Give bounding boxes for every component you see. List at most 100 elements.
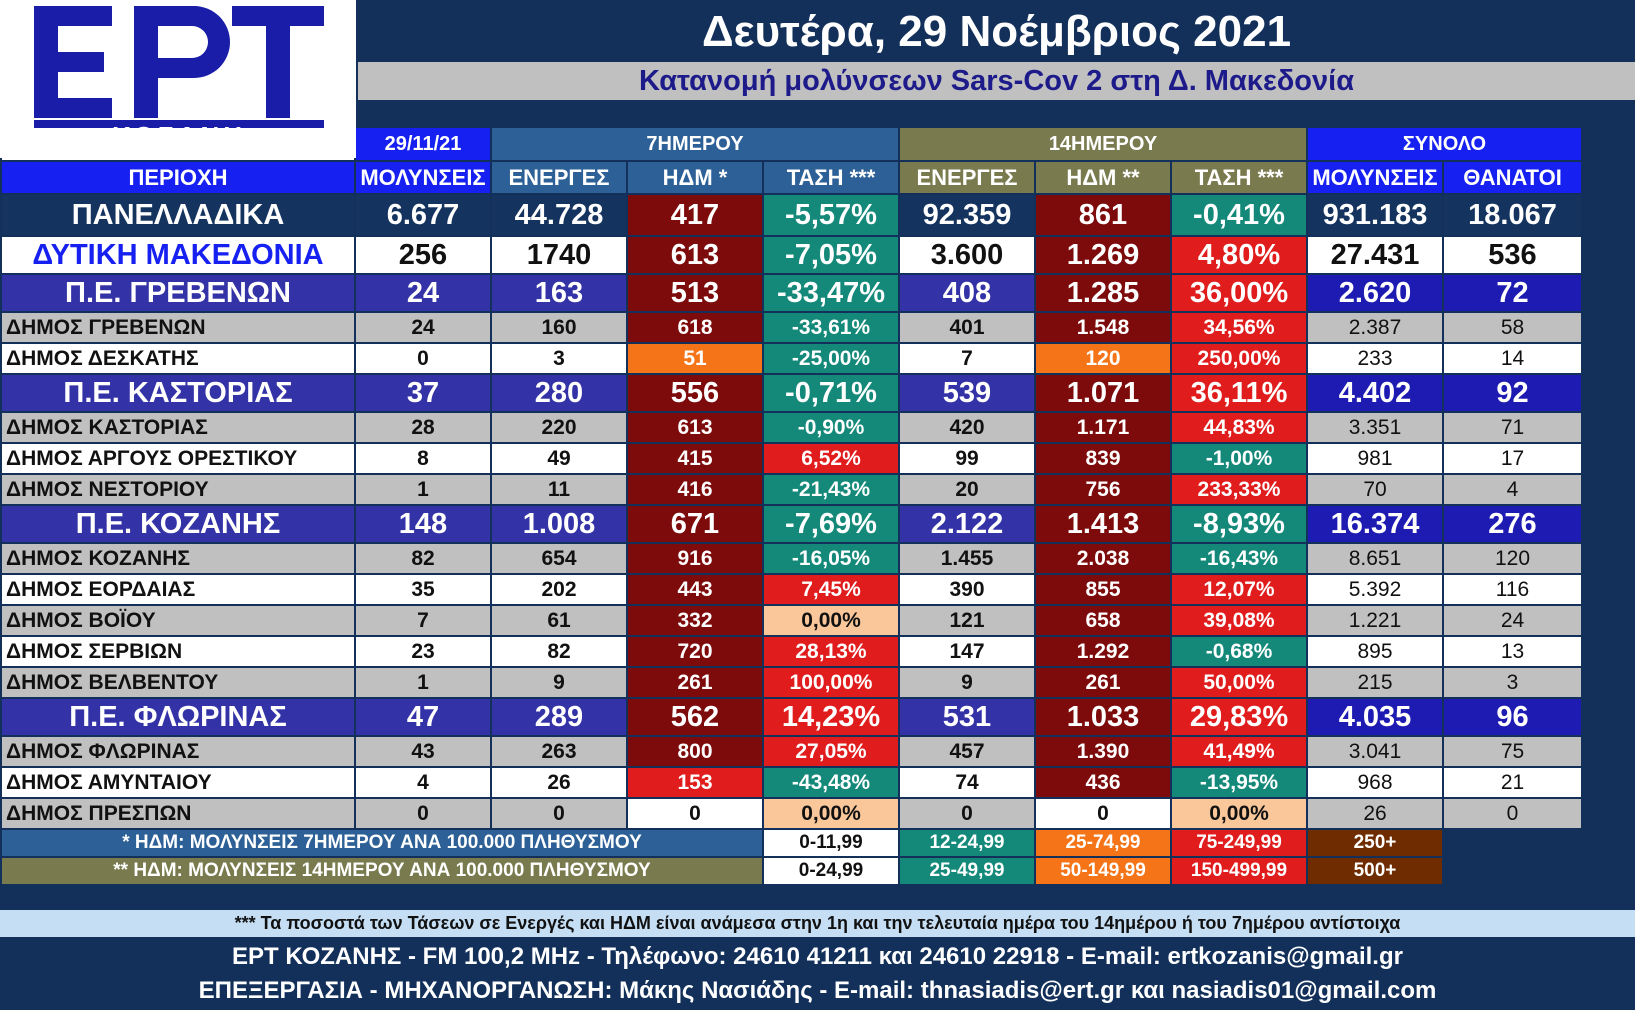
active7-cell: 289 [492,699,626,735]
infections-cell: 1 [356,475,490,504]
active14-cell: 457 [900,737,1034,766]
active14-cell: 74 [900,768,1034,797]
table-row: Π.Ε. ΚΑΣΤΟΡΙΑΣ 37 280 556 -0,71% 539 1.071 36,1… [2,375,1581,411]
active7-cell: 280 [492,375,626,411]
trend7-cell: 7,45% [764,575,898,604]
total-infections-cell: 2.387 [1308,313,1442,342]
area-cell: ΔΥΤΙΚΗ ΜΑΚΕΔΟΝΙΑ [2,237,354,273]
col-deaths: ΘΑΝΑΤΟΙ [1444,162,1581,193]
trend7-cell: 0,00% [764,799,898,828]
trend14-cell: -16,43% [1172,544,1306,573]
deaths-cell: 72 [1444,275,1581,311]
table-row: ΔΗΜΟΣ ΓΡΕΒΕΝΩΝ 24 160 618 -33,61% 401 1.548 34,… [2,313,1581,342]
trend14-cell: -0,41% [1172,195,1306,235]
infections-cell: 47 [356,699,490,735]
trend7-cell: -0,71% [764,375,898,411]
deaths-cell: 17 [1444,444,1581,473]
group-7day: 7ΗΜΕΡΟΥ [492,128,898,160]
area-cell: Π.Ε. ΓΡΕΒΕΝΩΝ [2,275,354,311]
active7-cell: 220 [492,413,626,442]
total-infections-cell: 233 [1308,344,1442,373]
infections-cell: 256 [356,237,490,273]
active7-cell: 1.008 [492,506,626,542]
trend14-cell: 36,00% [1172,275,1306,311]
trend14-cell: 44,83% [1172,413,1306,442]
infections-cell: 28 [356,413,490,442]
legend-label: ** ΗΔΜ: ΜΟΛΥΝΣΕΙΣ 14ΗΜΕΡΟΥ ΑΝΑ 100.000 Π… [2,858,762,884]
hdm7-cell: 513 [628,275,762,311]
infections-cell: 1 [356,668,490,697]
trend7-cell: -5,57% [764,195,898,235]
active14-cell: 2.122 [900,506,1034,542]
deaths-cell: 3 [1444,668,1581,697]
footnote: *** Τα ποσοστά των Τάσεων σε Ενεργές και… [0,910,1635,937]
area-cell: ΔΗΜΟΣ ΑΜΥΝΤΑΙΟΥ [2,768,354,797]
total-infections-cell: 2.620 [1308,275,1442,311]
hdm7-cell: 416 [628,475,762,504]
hdm14-cell: 120 [1036,344,1170,373]
total-infections-cell: 981 [1308,444,1442,473]
hdm14-cell: 1.071 [1036,375,1170,411]
hdm14-cell: 1.033 [1036,699,1170,735]
deaths-cell: 18.067 [1444,195,1581,235]
infections-cell: 82 [356,544,490,573]
hdm14-cell: 2.038 [1036,544,1170,573]
col-infections: ΜΟΛΥΝΣΕΙΣ [356,162,490,193]
col-trend14: ΤΑΣΗ *** [1172,162,1306,193]
active7-cell: 11 [492,475,626,504]
deaths-cell: 4 [1444,475,1581,504]
hdm7-cell: 417 [628,195,762,235]
table-row: ΔΗΜΟΣ ΕΟΡΔΑΙΑΣ 35 202 443 7,45% 390 855 12,07% 5… [2,575,1581,604]
deaths-cell: 24 [1444,606,1581,635]
table-row: ΔΗΜΟΣ ΠΡΕΣΠΩΝ 0 0 0 0,00% 0 0 0,00% 26 0 [2,799,1581,828]
trend14-cell: 50,00% [1172,668,1306,697]
active14-cell: 408 [900,275,1034,311]
active7-cell: 202 [492,575,626,604]
active14-cell: 7 [900,344,1034,373]
legend-range: 25-49,99 [900,858,1034,884]
total-infections-cell: 8.651 [1308,544,1442,573]
trend14-cell: -13,95% [1172,768,1306,797]
legend-range: 25-74,99 [1036,830,1170,856]
hdm14-cell: 1.292 [1036,637,1170,666]
col-total-infections: ΜΟΛΥΝΣΕΙΣ [1308,162,1442,193]
trend14-cell: 29,83% [1172,699,1306,735]
trend7-cell: 6,52% [764,444,898,473]
hdm14-cell: 1.413 [1036,506,1170,542]
trend7-cell: -25,00% [764,344,898,373]
total-infections-cell: 70 [1308,475,1442,504]
deaths-cell: 21 [1444,768,1581,797]
group-14day: 14ΗΜΕΡΟΥ [900,128,1306,160]
trend7-cell: -43,48% [764,768,898,797]
trend7-cell: -16,05% [764,544,898,573]
area-cell: Π.Ε. ΚΟΖΑΝΗΣ [2,506,354,542]
hdm14-cell: 436 [1036,768,1170,797]
hdm7-cell: 556 [628,375,762,411]
col-trend7: ΤΑΣΗ *** [764,162,898,193]
table-row: ΔΥΤΙΚΗ ΜΑΚΕΔΟΝΙΑ 256 1740 613 -7,05% 3.600 1.2… [2,237,1581,273]
legend-range: 250+ [1308,830,1442,856]
area-cell: ΔΗΜΟΣ ΒΟΪΟΥ [2,606,354,635]
active14-cell: 121 [900,606,1034,635]
hdm14-cell: 658 [1036,606,1170,635]
table-row: Π.Ε. ΦΛΩΡΙΝΑΣ 47 289 562 14,23% 531 1.033 29,83… [2,699,1581,735]
infections-cell: 0 [356,344,490,373]
active7-cell: 0 [492,799,626,828]
infections-cell: 24 [356,275,490,311]
hdm14-cell: 861 [1036,195,1170,235]
hdm7-cell: 613 [628,413,762,442]
total-infections-cell: 26 [1308,799,1442,828]
hdm7-cell: 261 [628,668,762,697]
trend14-cell: -8,93% [1172,506,1306,542]
active14-cell: 390 [900,575,1034,604]
table-row: Π.Ε. ΚΟΖΑΝΗΣ 148 1.008 671 -7,69% 2.122 1.413-… [2,506,1581,542]
active14-cell: 401 [900,313,1034,342]
total-infections-cell: 27.431 [1308,237,1442,273]
legend-blank [1444,830,1581,856]
active7-cell: 44.728 [492,195,626,235]
area-cell: ΔΗΜΟΣ ΚΟΖΑΝΗΣ [2,544,354,573]
active7-cell: 1740 [492,237,626,273]
infections-cell: 7 [356,606,490,635]
deaths-cell: 0 [1444,799,1581,828]
